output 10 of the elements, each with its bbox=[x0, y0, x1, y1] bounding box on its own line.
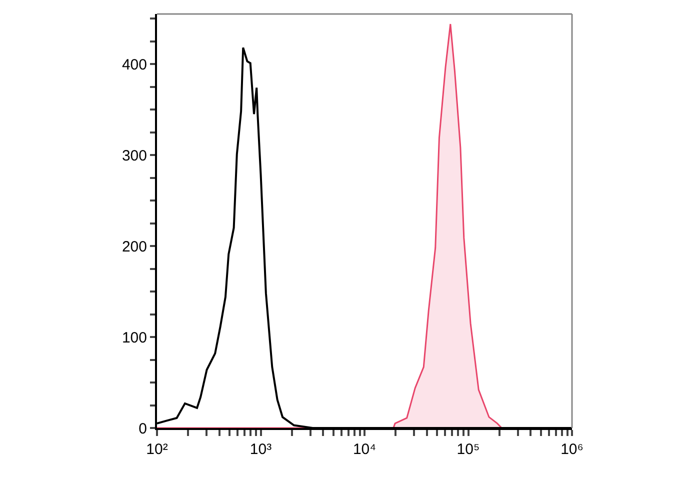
y-tick-label: 0 bbox=[138, 420, 147, 438]
y-tick-label: 300 bbox=[122, 147, 147, 164]
y-tick-label: 400 bbox=[122, 56, 147, 74]
x-tick-label: 10⁶ bbox=[560, 441, 584, 458]
x-tick-label: 10⁴ bbox=[352, 441, 376, 458]
x-tick-label: 10² bbox=[146, 441, 168, 458]
y-tick-label: 200 bbox=[122, 238, 147, 256]
y-tick-label: 100 bbox=[122, 329, 147, 346]
x-tick-label: 10⁵ bbox=[456, 441, 480, 458]
x-tick-label: 10³ bbox=[250, 441, 272, 458]
